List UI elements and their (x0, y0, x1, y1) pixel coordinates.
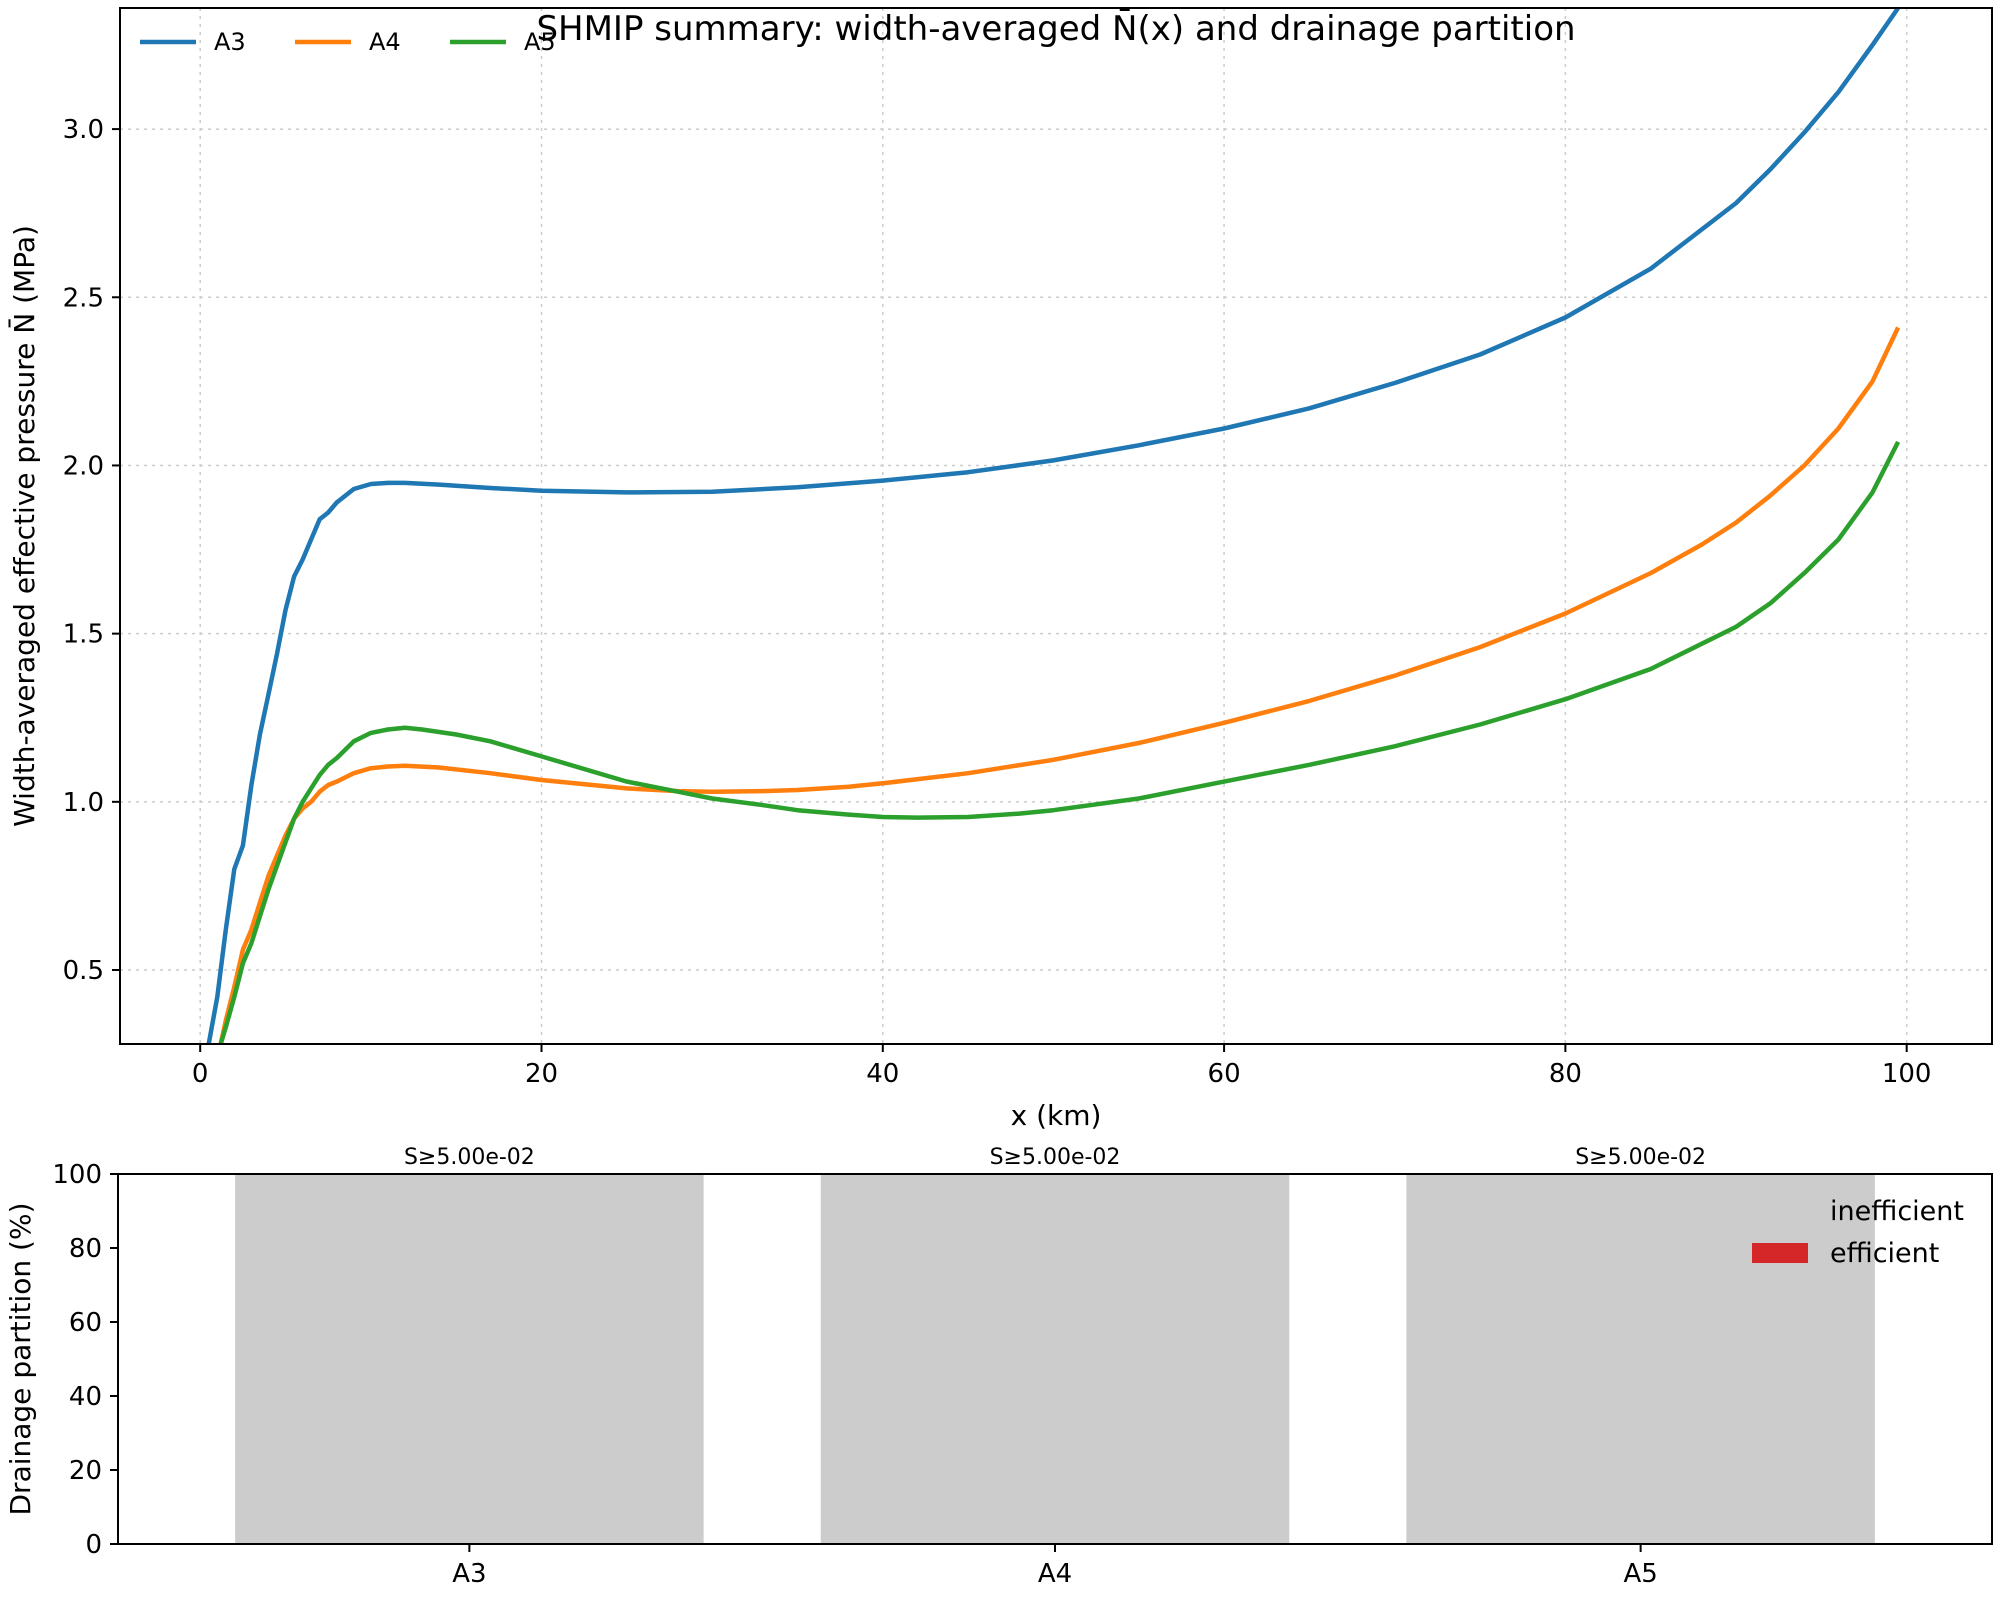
y-tick-label: 20 (69, 1456, 102, 1486)
line-chart-series-group (206, 8, 1901, 1044)
drainage-legend: inefficient efficient (1752, 1196, 1964, 1269)
bar-inefficient-a3 (235, 1174, 704, 1544)
y-tick-label: 3.0 (63, 115, 104, 145)
line-chart-y-ticks: 0.5 1.0 1.5 2.0 2.5 3.0 (63, 115, 120, 986)
y-tick-label: 1.0 (63, 788, 104, 818)
y-tick-label: 2.0 (63, 451, 104, 481)
line-chart-grid (120, 8, 1992, 1044)
y-tick-label: 60 (69, 1308, 102, 1338)
x-tick-label: 0 (192, 1059, 209, 1089)
series-line-a5 (218, 440, 1901, 1044)
chart-title: SHMIP summary: width-averaged N̄(x) and … (536, 8, 1575, 49)
drainage-y-ticks: 0 20 40 60 80 100 (52, 1160, 118, 1560)
category-label-a3: A3 (452, 1559, 486, 1589)
y-tick-label: 100 (52, 1160, 102, 1190)
legend-label-efficient: efficient (1830, 1238, 1939, 1269)
x-tick-label: 20 (525, 1059, 558, 1089)
line-chart-y-axis-label: Width-averaged effective pressure N̄ (MP… (7, 225, 41, 827)
drainage-bars-group: S≥5.00e-02 S≥5.00e-02 S≥5.00e-02 (235, 1145, 1875, 1544)
line-chart-panel: 0 20 40 60 80 100 0.5 1.0 1.5 2.0 2.5 3.0 SHMIP su… (7, 7, 1993, 1132)
bar-inefficient-a4 (820, 1174, 1290, 1544)
legend-swatch-efficient (1752, 1243, 1808, 1263)
drainage-x-ticks: A3 A4 A5 (452, 1544, 1658, 1589)
y-tick-label: 1.5 (63, 620, 104, 650)
y-tick-label: 0 (85, 1530, 102, 1560)
legend-label-a3: A3 (214, 28, 246, 56)
y-tick-label: 40 (69, 1382, 102, 1412)
drainage-y-axis-label: Drainage partition (%) (4, 1202, 37, 1515)
y-tick-label: 0.5 (63, 956, 104, 986)
series-line-a4 (218, 326, 1901, 1044)
category-label-a5: A5 (1623, 1559, 1657, 1589)
line-chart-x-ticks: 0 20 40 60 80 100 (192, 1044, 1932, 1089)
category-label-a4: A4 (1038, 1559, 1072, 1589)
bar-threshold-label: S≥5.00e-02 (404, 1145, 535, 1170)
drainage-partition-panel: S≥5.00e-02 S≥5.00e-02 S≥5.00e-02 A3 A4 A5 0 2… (4, 1145, 1993, 1589)
x-tick-label: 60 (1208, 1059, 1241, 1089)
x-tick-label: 40 (866, 1059, 899, 1089)
legend-swatch-inefficient (1752, 1201, 1808, 1221)
y-tick-label: 2.5 (63, 283, 104, 313)
y-tick-label: 80 (69, 1234, 102, 1264)
legend-label-a5: A5 (524, 28, 556, 56)
x-tick-label: 80 (1549, 1059, 1582, 1089)
legend-label-a4: A4 (369, 28, 401, 56)
line-chart-frame (119, 7, 1993, 1045)
line-chart-legend: A3 A4 A5 (140, 28, 556, 56)
x-tick-label: 100 (1882, 1059, 1932, 1089)
legend-label-inefficient: inefficient (1830, 1196, 1964, 1227)
bar-inefficient-a5 (1406, 1174, 1875, 1544)
bar-threshold-label: S≥5.00e-02 (1575, 1145, 1706, 1170)
line-chart-x-axis-label: x (km) (1011, 1099, 1102, 1132)
series-line-a3 (206, 8, 1900, 1044)
bar-threshold-label: S≥5.00e-02 (990, 1145, 1121, 1170)
